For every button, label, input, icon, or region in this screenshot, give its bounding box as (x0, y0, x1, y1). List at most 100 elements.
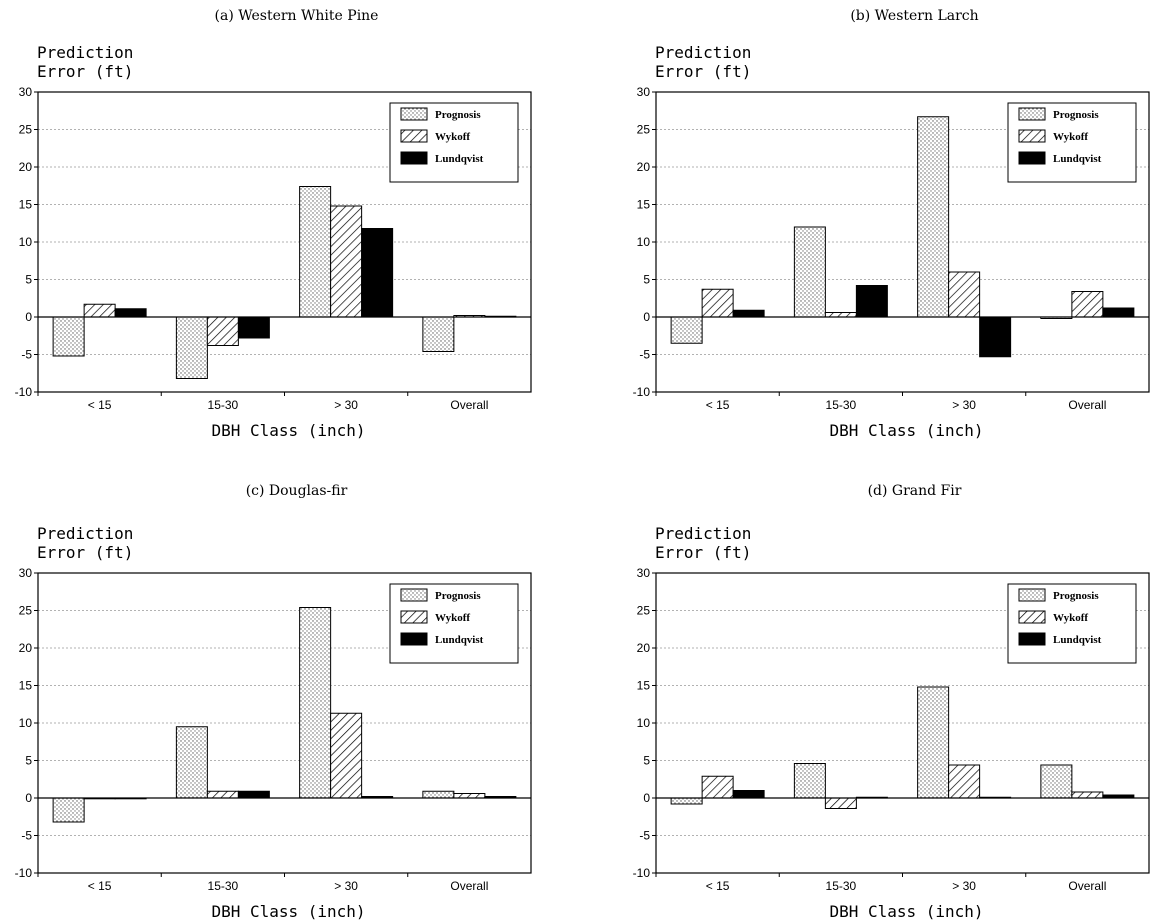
bar-wykoff (83, 303, 116, 318)
legend: Prognosis Wykoff Lundqvist (389, 583, 519, 664)
y-tick-label: 30 (19, 85, 33, 99)
y-tick-label: 25 (637, 604, 651, 618)
plot-frame (37, 91, 532, 393)
bar-prognosis (422, 316, 455, 352)
legend-swatch-wykoff (400, 610, 428, 624)
legend-entry: Prognosis (435, 109, 481, 121)
y-tick-label: 5 (25, 754, 32, 768)
bar-prognosis (793, 763, 826, 799)
bar-wykoff (824, 312, 857, 318)
x-axis-label: DBH Class (inch) (829, 902, 983, 921)
bar-prognosis (299, 607, 332, 799)
y-axis-label: Prediction (655, 524, 751, 543)
bar-wykoff (1071, 791, 1104, 799)
bar-wykoff (330, 205, 363, 318)
y-tick-label: 10 (19, 716, 33, 730)
y-tick-label: 5 (643, 273, 650, 287)
y-tick-label: 20 (19, 160, 33, 174)
x-tick-label: Overall (450, 879, 488, 893)
legend-swatch-prognosis (400, 588, 428, 602)
bar-lundqvist (1102, 307, 1135, 318)
legend-entry: Prognosis (1053, 109, 1099, 121)
legend-swatch-lundqvist (400, 151, 428, 165)
x-tick-label: < 15 (88, 879, 112, 893)
y-tick-label: -5 (639, 348, 650, 362)
y-tick-label: -10 (15, 866, 33, 880)
legend-swatch-wykoff (400, 129, 428, 143)
bar-lundqvist (361, 228, 394, 318)
x-tick-label: < 15 (706, 398, 730, 412)
y-tick-label: 15 (637, 198, 651, 212)
x-tick-label: 15-30 (826, 398, 857, 412)
y-tick-label: 20 (637, 160, 651, 174)
bar-wykoff (948, 271, 981, 318)
x-tick-label: 15-30 (208, 879, 239, 893)
bar-prognosis (917, 686, 950, 799)
y-tick-label: 10 (19, 235, 33, 249)
y-tick-label: 15 (19, 198, 33, 212)
y-tick-label: 0 (25, 310, 32, 324)
bar-lundqvist (979, 316, 1012, 358)
bar-prognosis (422, 790, 455, 799)
bar-lundqvist (732, 790, 765, 799)
legend-swatch-wykoff (1018, 610, 1046, 624)
y-tick-label: 0 (643, 791, 650, 805)
y-tick-label: 0 (25, 791, 32, 805)
y-axis-label: Prediction (37, 524, 133, 543)
y-axis-label: Prediction (655, 43, 751, 62)
legend-entry: Wykoff (435, 612, 470, 624)
bar-wykoff (206, 790, 239, 799)
x-tick-label: Overall (1068, 879, 1106, 893)
legend-swatch-lundqvist (1018, 632, 1046, 646)
y-tick-label: -5 (639, 829, 650, 843)
bar-wykoff (701, 288, 734, 318)
y-tick-label: -10 (633, 866, 651, 880)
legend-swatch-lundqvist (1018, 151, 1046, 165)
bar-prognosis (299, 186, 332, 318)
bar-prognosis (670, 316, 703, 344)
x-tick-label: < 15 (706, 879, 730, 893)
plot-frame (655, 572, 1150, 874)
legend-entry: Prognosis (1053, 590, 1099, 602)
legend-entry: Wykoff (1053, 131, 1088, 143)
bar-lundqvist (855, 285, 888, 318)
legend-entry: Prognosis (435, 590, 481, 602)
bar-prognosis (1040, 764, 1073, 799)
x-tick-label: 15-30 (208, 398, 239, 412)
legend-entry: Lundqvist (435, 634, 484, 646)
y-axis-label: Error (ft) (37, 62, 133, 81)
bar-wykoff (330, 712, 363, 799)
chart-title: (a) Western White Pine (215, 8, 379, 24)
legend-swatch-prognosis (400, 107, 428, 121)
legend-swatch-prognosis (1018, 588, 1046, 602)
y-axis-label: Prediction (37, 43, 133, 62)
x-tick-label: > 30 (334, 879, 358, 893)
y-tick-label: -10 (15, 385, 33, 399)
legend-entry: Lundqvist (1053, 153, 1102, 165)
bar-prognosis (917, 116, 950, 318)
bar-wykoff (1071, 291, 1104, 318)
y-tick-label: 5 (25, 273, 32, 287)
bar-wykoff (948, 764, 981, 799)
y-axis-label: Error (ft) (655, 543, 751, 562)
y-tick-label: -5 (21, 829, 32, 843)
x-tick-label: Overall (1068, 398, 1106, 412)
legend-swatch-lundqvist (400, 632, 428, 646)
y-tick-label: 15 (637, 679, 651, 693)
x-axis-label: DBH Class (inch) (211, 421, 365, 440)
x-tick-label: > 30 (952, 398, 976, 412)
y-tick-label: 0 (643, 310, 650, 324)
y-tick-label: 10 (637, 716, 651, 730)
bar-lundqvist (237, 316, 270, 339)
bar-prognosis (175, 726, 208, 799)
legend-swatch-wykoff (1018, 129, 1046, 143)
bar-prognosis (175, 316, 208, 379)
legend: Prognosis Wykoff Lundqvist (1007, 102, 1137, 183)
bar-prognosis (670, 797, 703, 805)
y-tick-label: 5 (643, 754, 650, 768)
x-tick-label: > 30 (334, 398, 358, 412)
